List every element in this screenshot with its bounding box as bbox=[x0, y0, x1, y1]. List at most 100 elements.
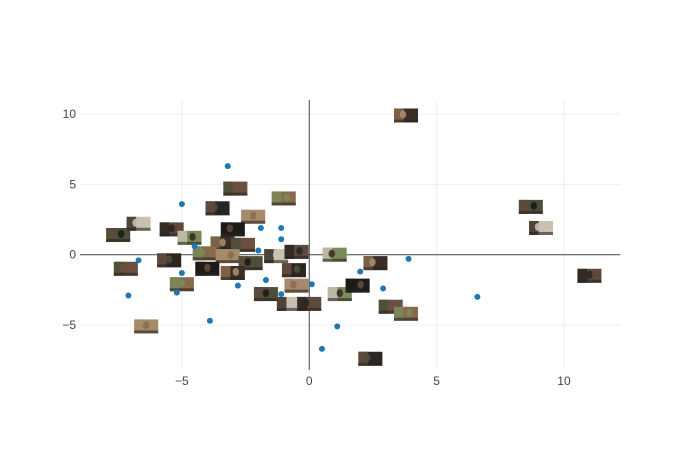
thumbnail-side bbox=[238, 256, 249, 271]
thumbnail-figure bbox=[226, 224, 234, 233]
thumbnail-side bbox=[281, 263, 292, 278]
thumbnail-side bbox=[276, 296, 287, 311]
thumbnail-shadow bbox=[223, 192, 248, 196]
thumbnail-shadow bbox=[220, 276, 245, 280]
thumbnail-figure bbox=[219, 238, 226, 247]
data-point bbox=[178, 269, 185, 276]
thumbnail-figure bbox=[357, 280, 364, 289]
image-marker bbox=[358, 351, 383, 366]
data-point bbox=[357, 268, 364, 275]
image-marker bbox=[253, 287, 278, 302]
image-marker bbox=[394, 108, 419, 123]
thumbnail-side bbox=[134, 319, 144, 334]
thumbnail-figure bbox=[132, 218, 139, 227]
thumbnail-side bbox=[284, 244, 295, 259]
image-marker bbox=[223, 181, 248, 196]
thumbnail-figure bbox=[232, 183, 239, 192]
thumbnail-side bbox=[220, 265, 231, 280]
thumbnail-figure bbox=[288, 298, 296, 307]
data-points bbox=[125, 163, 481, 352]
thumbnail-shadow bbox=[113, 272, 138, 276]
image-marker bbox=[327, 287, 352, 302]
data-point bbox=[262, 277, 269, 283]
thumbnail-side bbox=[271, 191, 282, 206]
thumbnail-side bbox=[358, 351, 368, 366]
thumbnail-side bbox=[106, 228, 116, 242]
thumbnail-shadow bbox=[177, 241, 202, 245]
thumbnail-shadow bbox=[215, 260, 240, 264]
image-marker bbox=[264, 249, 289, 264]
thumbnail-side bbox=[241, 209, 251, 224]
y-tick-label: 0 bbox=[69, 248, 76, 262]
thumbnail-shadow bbox=[327, 298, 352, 302]
thumbnail-shadow bbox=[529, 231, 554, 235]
thumbnail-side bbox=[159, 222, 170, 237]
image-marker bbox=[192, 246, 217, 261]
image-marker bbox=[195, 261, 220, 276]
thumbnail-figure bbox=[405, 308, 413, 317]
thumbnail-shadow bbox=[195, 272, 220, 276]
image-marker bbox=[126, 216, 151, 231]
x-tick-label: 5 bbox=[433, 374, 440, 388]
thumbnail-figure bbox=[143, 321, 150, 330]
grid-lines bbox=[80, 100, 620, 370]
thumbnail-figure bbox=[227, 251, 234, 260]
data-point bbox=[224, 163, 231, 170]
thumbnail-side bbox=[577, 268, 588, 283]
image-marker bbox=[281, 263, 306, 278]
image-marker bbox=[297, 296, 322, 311]
thumbnail-shadow bbox=[284, 289, 309, 293]
thumbnail-side bbox=[177, 230, 188, 245]
thumbnail-figure bbox=[178, 279, 186, 288]
thumbnail-side bbox=[327, 287, 338, 302]
data-point bbox=[234, 282, 241, 289]
thumbnail-shadow bbox=[284, 255, 309, 259]
thumbnail-figure bbox=[232, 267, 240, 276]
thumbnail-figure bbox=[165, 255, 173, 264]
thumbnail-figure bbox=[204, 263, 211, 272]
thumbnail-shadow bbox=[126, 227, 151, 231]
thumbnail-figure bbox=[242, 239, 250, 248]
thumbnail-figure bbox=[293, 265, 301, 274]
thumbnail-side bbox=[205, 201, 216, 216]
image-marker bbox=[215, 249, 240, 264]
data-point bbox=[206, 317, 213, 324]
thumbnail-figure bbox=[290, 280, 297, 289]
image-marker bbox=[231, 237, 256, 252]
data-point bbox=[278, 224, 285, 231]
thumbnail-figure bbox=[272, 251, 280, 260]
thumbnail-side bbox=[113, 261, 124, 276]
data-point bbox=[125, 292, 132, 299]
image-marker bbox=[169, 277, 194, 292]
image-marker bbox=[205, 201, 230, 216]
thumbnail-figure bbox=[387, 301, 394, 310]
thumbnail-figure bbox=[328, 249, 335, 258]
thumbnail-figure bbox=[118, 230, 125, 238]
tick-labels: −5 0 5 10 −5 0 5 10 bbox=[62, 107, 571, 388]
data-point bbox=[380, 285, 387, 292]
thumbnail-shadow bbox=[169, 288, 194, 292]
thumbnail-figure bbox=[211, 203, 218, 212]
thumbnail-shadow bbox=[394, 119, 419, 123]
thumbnail-shadow bbox=[271, 202, 296, 206]
thumbnail-shadow bbox=[281, 274, 306, 278]
image-marker bbox=[284, 278, 309, 293]
thumbnail-side bbox=[192, 246, 203, 261]
thumbnail-shadow bbox=[134, 330, 159, 334]
image-marker bbox=[529, 220, 554, 235]
thumbnail-shadow bbox=[231, 248, 256, 252]
image-marker bbox=[157, 253, 182, 268]
thumbnail-figure bbox=[303, 298, 310, 307]
image-marker bbox=[220, 222, 245, 237]
thumbnail-side bbox=[378, 299, 389, 314]
image-markers bbox=[106, 108, 602, 366]
y-tick-label: 5 bbox=[69, 177, 76, 191]
thumbnail-shadow bbox=[276, 307, 301, 311]
thumbnail-side bbox=[518, 199, 529, 214]
data-point bbox=[178, 201, 185, 208]
data-point bbox=[318, 345, 325, 352]
thumbnail-side bbox=[195, 261, 205, 276]
thumbnail-shadow bbox=[363, 267, 388, 271]
thumbnail-figure bbox=[534, 222, 542, 231]
thumbnail-figure bbox=[119, 263, 127, 272]
